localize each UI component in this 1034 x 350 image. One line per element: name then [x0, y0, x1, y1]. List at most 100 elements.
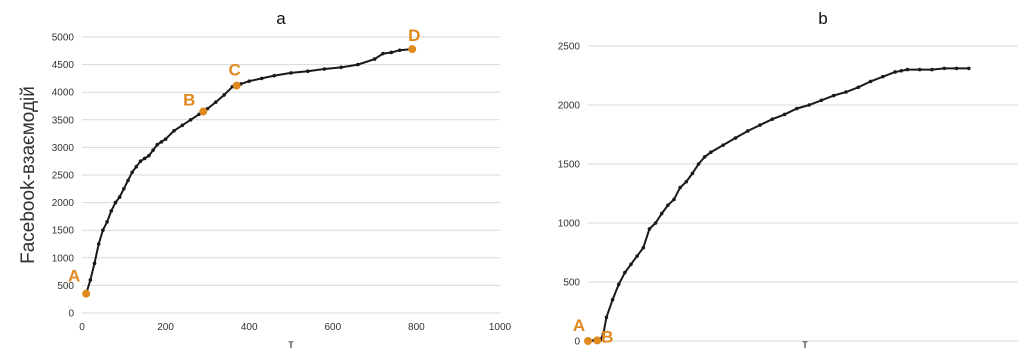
- y-tick-label-a-10: 5000: [52, 33, 75, 44]
- data-point-b-35: [881, 74, 885, 79]
- y-tick-label-a-3: 1500: [52, 226, 75, 237]
- data-point-b-25: [758, 123, 762, 127]
- data-point-b-27: [782, 112, 787, 117]
- data-point-b-11: [647, 227, 652, 231]
- chart-title-a: a: [276, 9, 286, 28]
- point-marker-b-b: [593, 336, 602, 345]
- highlight-points-a: A B C D: [68, 26, 420, 298]
- highlight-points-b: AB: [573, 316, 613, 346]
- data-point-b-6: [616, 282, 621, 287]
- x-ticks-a: 0 200 400 600 800 1000: [79, 322, 511, 333]
- x-tick-label-a-5: 1000: [489, 322, 512, 333]
- data-point-a-7: [113, 200, 118, 205]
- data-point-a-2: [92, 261, 97, 266]
- x-tick-label-a-0: 0: [79, 322, 85, 333]
- data-point-b-34: [868, 79, 873, 84]
- data-point-a-17: [155, 142, 160, 147]
- chart-panel-a: a 05001000150020002500300035004000450050…: [18, 9, 512, 350]
- x-axis-label-a: т: [288, 337, 294, 350]
- data-point-b-22: [721, 143, 725, 147]
- data-point-b-13: [659, 211, 664, 216]
- data-point-a-21: [180, 123, 185, 128]
- data-point-b-3: [601, 332, 606, 336]
- y-tick-label-b-4: 2000: [558, 101, 581, 112]
- data-point-a-40: [397, 48, 402, 53]
- data-point-b-16: [678, 185, 682, 190]
- data-point-b-37: [899, 68, 904, 73]
- data-point-a-22: [188, 118, 193, 122]
- data-point-b-12: [653, 221, 658, 225]
- data-point-a-1: [88, 278, 93, 282]
- data-point-a-33: [305, 69, 310, 74]
- x-tick-label-a-2: 400: [241, 322, 258, 333]
- data-point-b-17: [684, 179, 689, 184]
- data-point-a-34: [322, 67, 327, 71]
- y-tick-label-a-0: 0: [68, 309, 74, 320]
- point-label-b-a: A: [573, 316, 585, 335]
- data-point-b-28: [795, 106, 799, 111]
- data-point-a-20: [172, 129, 176, 133]
- x-tick-label-a-1: 200: [157, 322, 174, 333]
- y-tick-label-b-3: 1500: [558, 160, 581, 171]
- series-points-b: [586, 66, 971, 343]
- data-point-a-13: [138, 159, 143, 163]
- data-point-a-3: [96, 242, 101, 246]
- data-point-b-5: [610, 297, 615, 302]
- data-point-a-8: [117, 195, 122, 199]
- data-point-b-4: [604, 315, 609, 320]
- data-point-b-24: [745, 129, 750, 133]
- data-point-a-12: [134, 164, 139, 169]
- y-tick-label-a-2: 1000: [52, 253, 75, 264]
- y-ticks-a: 0 500 1000 1500 2000 2500 3000 3500 4000 4500 5000: [52, 33, 75, 320]
- data-point-a-29: [247, 79, 251, 83]
- x-tick-label-a-3: 600: [324, 322, 341, 333]
- data-point-a-35: [339, 65, 343, 70]
- data-point-a-39: [389, 50, 394, 55]
- y-tick-label-a-6: 3000: [52, 143, 75, 154]
- point-marker-a-c: [232, 81, 241, 90]
- point-label-b-b: B: [601, 327, 613, 346]
- data-point-b-42: [954, 66, 959, 71]
- data-point-b-14: [666, 203, 670, 208]
- y-tick-label-b-5: 2500: [558, 42, 581, 53]
- data-point-a-9: [122, 187, 126, 191]
- y-tick-label-b-0: 0: [574, 337, 580, 348]
- data-point-b-32: [844, 90, 848, 94]
- series-line-a: [85, 48, 413, 294]
- data-point-b-20: [702, 155, 707, 159]
- data-point-a-32: [289, 71, 293, 75]
- data-point-a-19: [163, 137, 168, 141]
- data-point-a-4: [101, 228, 105, 232]
- data-point-a-18: [159, 140, 164, 144]
- y-axis-label-a: Facebook-взаємодій: [18, 86, 39, 264]
- data-point-b-10: [641, 245, 646, 250]
- chart-title-b: b: [818, 9, 827, 28]
- data-point-a-16: [151, 148, 155, 152]
- data-point-b-9: [635, 254, 639, 258]
- y-tick-label-b-1: 500: [563, 278, 580, 289]
- x-tick-label-a-4: 800: [408, 322, 425, 333]
- data-point-a-36: [356, 62, 360, 67]
- data-point-a-6: [109, 209, 114, 213]
- series-line-b: [587, 67, 969, 342]
- data-point-b-26: [770, 117, 775, 121]
- data-point-a-25: [213, 100, 218, 104]
- y-tick-label-a-8: 4000: [52, 88, 75, 99]
- point-marker-a-a: [82, 289, 91, 298]
- grid-a: [82, 36, 500, 314]
- y-ticks-b: 0 500 1000 1500 2000 2500: [558, 42, 581, 348]
- data-point-b-36: [893, 70, 897, 74]
- y-tick-label-a-1: 500: [57, 281, 74, 292]
- data-point-b-19: [696, 162, 701, 166]
- data-point-b-29: [807, 103, 811, 107]
- data-point-b-31: [831, 93, 836, 98]
- y-tick-label-a-7: 3500: [52, 115, 75, 126]
- data-point-b-30: [819, 98, 824, 103]
- point-label-a-b: B: [183, 91, 195, 110]
- data-point-b-23: [733, 136, 738, 140]
- data-point-a-31: [272, 73, 277, 78]
- data-point-a-15: [147, 153, 151, 158]
- data-point-a-14: [142, 156, 147, 161]
